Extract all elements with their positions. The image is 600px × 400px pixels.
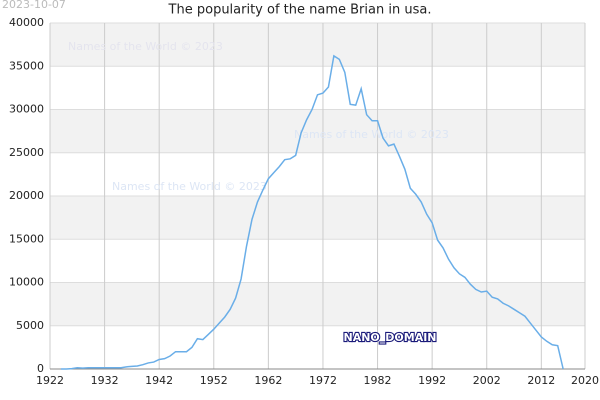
watermark: Names of the World © 2023 [112, 180, 267, 193]
watermark: Names of the World © 2023 [294, 128, 449, 141]
x-tick-label: 2012 [527, 374, 555, 387]
y-tick-label: 30000 [9, 103, 44, 116]
x-tick-label: 2002 [473, 374, 501, 387]
y-tick-label: 25000 [9, 146, 44, 159]
grid-band [50, 109, 585, 153]
x-tick-label: 1992 [418, 374, 446, 387]
watermark: Names of the World © 2023 [68, 40, 223, 53]
y-tick-label: 15000 [9, 232, 44, 245]
x-tick-label: 2020 [571, 374, 599, 387]
date-stamp: 2023-10-07 [2, 0, 66, 11]
line [60, 54, 564, 370]
x-tick-label: 1982 [364, 374, 392, 387]
x-tick-label: 1962 [254, 374, 282, 387]
chart-title: The popularity of the name Brian in usa. [168, 3, 432, 18]
y-tick-label: 0 [37, 362, 44, 375]
x-tick-label: 1932 [91, 374, 119, 387]
y-tick-label: 35000 [9, 59, 44, 72]
y-tick-label: 10000 [9, 276, 44, 289]
x-tick-label: 1972 [309, 374, 337, 387]
grid-band [50, 282, 585, 326]
domain-label: NANO_DOMAIN [343, 331, 436, 344]
x-tick-label: 1922 [36, 374, 64, 387]
grid-band [50, 196, 585, 240]
x-tick-label: 1952 [200, 374, 228, 387]
y-tick-label: 40000 [9, 16, 44, 29]
x-tick-label: 1942 [145, 374, 173, 387]
y-tick-label: 20000 [9, 189, 44, 202]
grid-band [50, 23, 585, 67]
y-tick-label: 5000 [16, 319, 44, 332]
